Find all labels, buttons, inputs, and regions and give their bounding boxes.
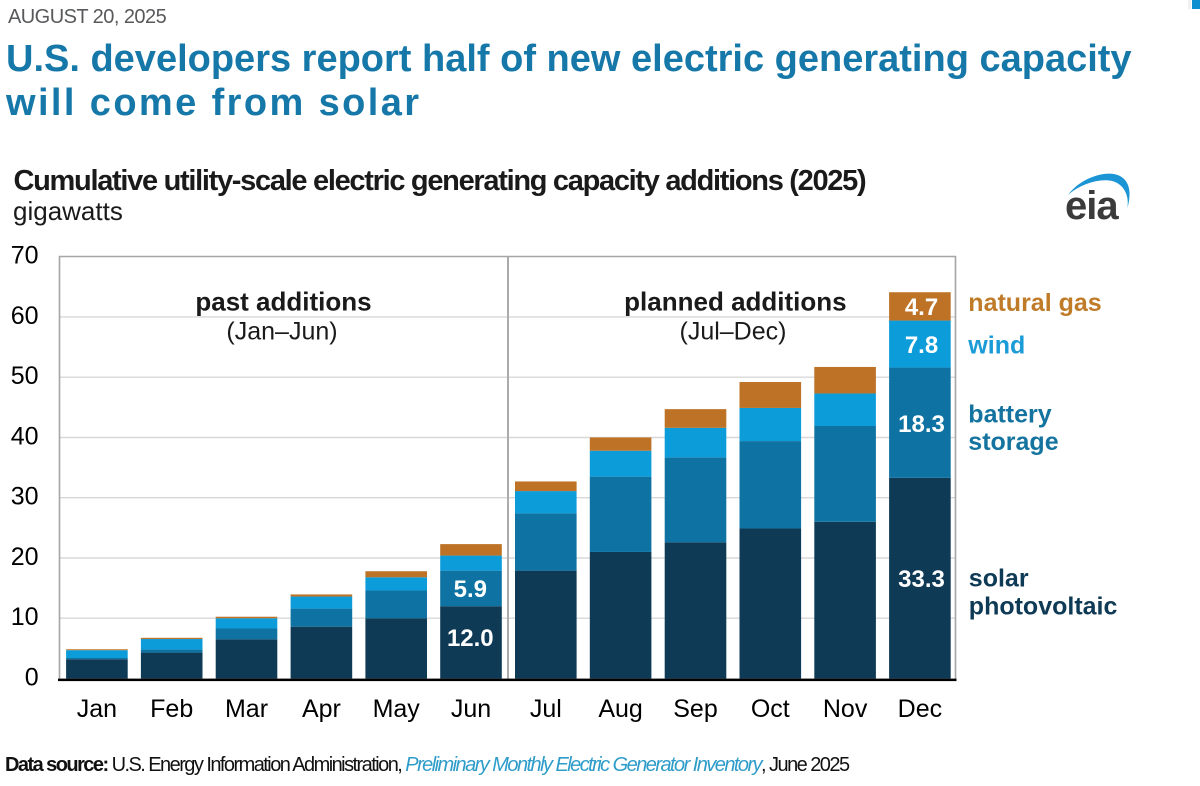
svg-text:Jun: Jun	[451, 695, 491, 723]
svg-text:20: 20	[11, 543, 39, 571]
svg-text:photovoltaic: photovoltaic	[969, 593, 1118, 621]
svg-text:May: May	[373, 695, 421, 723]
svg-text:eia: eia	[1065, 184, 1119, 228]
svg-text:(Jul–Dec): (Jul–Dec)	[680, 318, 787, 346]
svg-text:Feb: Feb	[150, 695, 193, 723]
svg-text:30: 30	[11, 483, 39, 511]
svg-text:Nov: Nov	[823, 695, 868, 723]
svg-text:0: 0	[25, 664, 39, 692]
svg-text:7.8: 7.8	[905, 332, 938, 359]
svg-text:natural gas: natural gas	[968, 289, 1101, 317]
svg-text:60: 60	[11, 302, 39, 330]
svg-text:Aug: Aug	[598, 695, 642, 723]
svg-text:(Jan–Jun): (Jan–Jun)	[226, 318, 337, 346]
svg-text:70: 70	[11, 242, 39, 270]
svg-text:12.0: 12.0	[447, 625, 494, 652]
svg-text:Dec: Dec	[898, 695, 942, 723]
svg-text:Jul: Jul	[530, 695, 562, 723]
svg-text:4.7: 4.7	[905, 294, 938, 321]
svg-text:Oct: Oct	[751, 695, 790, 723]
svg-text:planned additions: planned additions	[624, 287, 846, 317]
svg-text:solar: solar	[969, 565, 1029, 593]
svg-text:Apr: Apr	[302, 695, 341, 723]
svg-text:storage: storage	[968, 428, 1058, 456]
svg-text:battery: battery	[968, 401, 1051, 429]
svg-text:Mar: Mar	[225, 695, 268, 723]
svg-text:33.3: 33.3	[898, 566, 945, 593]
svg-text:wind: wind	[967, 331, 1025, 359]
svg-text:40: 40	[11, 423, 39, 451]
svg-text:10: 10	[11, 603, 39, 631]
svg-text:50: 50	[11, 362, 39, 390]
svg-text:18.3: 18.3	[898, 411, 945, 438]
svg-text:Jan: Jan	[77, 695, 117, 723]
svg-text:5.9: 5.9	[454, 576, 487, 603]
svg-text:past additions: past additions	[195, 287, 371, 317]
svg-text:Sep: Sep	[673, 695, 717, 723]
